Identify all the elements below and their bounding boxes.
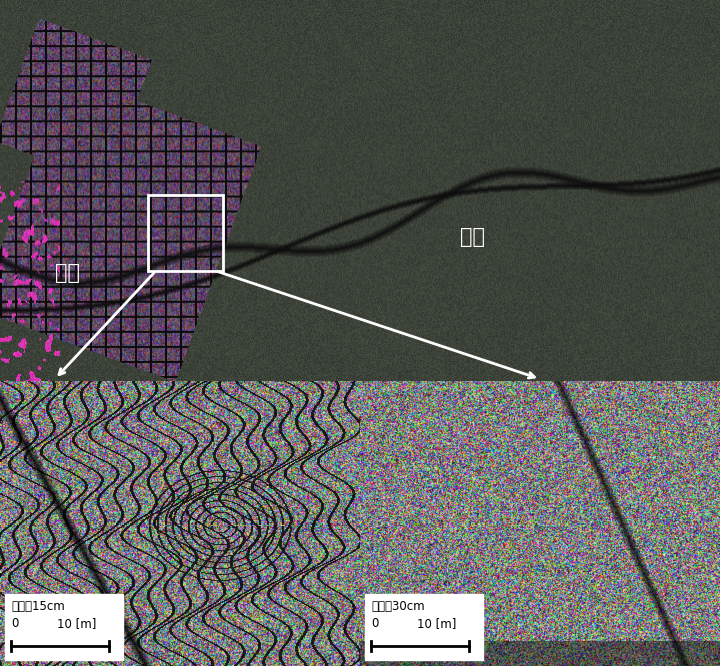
- Text: 拡大: 拡大: [55, 262, 80, 282]
- Bar: [365, 594, 483, 660]
- Bar: [148, 196, 223, 270]
- Text: 10 [m]: 10 [m]: [417, 617, 456, 630]
- Text: 拡大: 拡大: [460, 226, 485, 246]
- Text: 0: 0: [371, 617, 379, 630]
- Text: 分解能30cm: 分解能30cm: [371, 600, 425, 613]
- Bar: [5, 594, 123, 660]
- Text: 分解能15cm: 分解能15cm: [11, 600, 65, 613]
- Text: 0: 0: [11, 617, 19, 630]
- Text: 10 [m]: 10 [m]: [57, 617, 96, 630]
